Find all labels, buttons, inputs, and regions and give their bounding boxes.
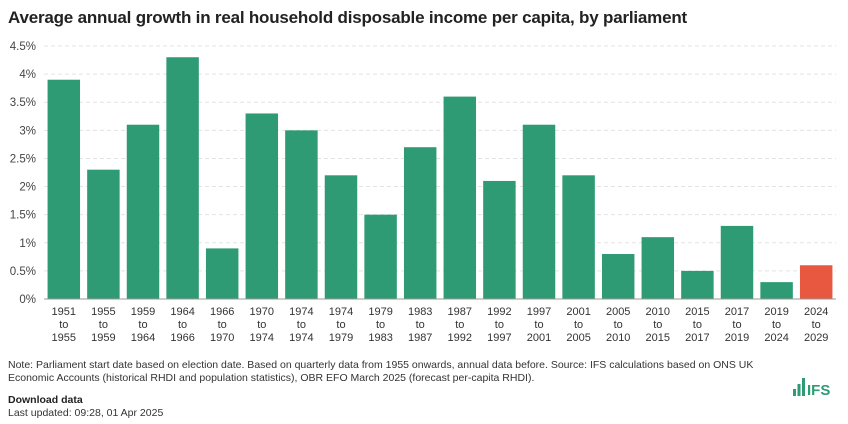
y-tick-label: 1.5% — [10, 210, 36, 222]
x-tick-label: 2019 — [725, 332, 749, 344]
y-tick-label: 3% — [19, 125, 36, 137]
ifs-logo: IFS — [793, 378, 830, 396]
x-tick-label: to — [732, 319, 741, 331]
x-tick-label: to — [693, 319, 702, 331]
x-tick-label: 1974 — [250, 332, 274, 344]
x-tick-label: 1974 — [289, 332, 313, 344]
x-tick-label: 1955 — [91, 306, 115, 318]
x-tick-label: 1955 — [52, 332, 76, 344]
x-tick-label: 1983 — [408, 306, 432, 318]
y-tick-label: 2.5% — [10, 153, 36, 165]
x-tick-label: 2024 — [804, 306, 828, 318]
x-tick-label: 2001 — [566, 306, 590, 318]
y-tick-label: 4.5% — [10, 41, 36, 53]
x-tick-label: 1966 — [170, 332, 194, 344]
x-tick-label: 2019 — [764, 306, 788, 318]
x-tick-label: to — [218, 319, 227, 331]
x-tick-label: to — [653, 319, 662, 331]
x-tick-label: 1970 — [210, 332, 234, 344]
chart-note: Note: Parliament start date based on ele… — [8, 359, 754, 384]
x-tick-label: 1974 — [329, 306, 353, 318]
bar-chart: 0%0.5%1%1.5%2%2.5%3%3.5%4%4.5%1951to1955… — [10, 41, 836, 344]
x-tick-label: 2024 — [764, 332, 788, 344]
bar — [166, 57, 199, 299]
x-tick-label: 1992 — [487, 306, 511, 318]
x-tick-label: to — [772, 319, 781, 331]
x-tick-label: to — [257, 319, 266, 331]
bar — [403, 147, 437, 299]
bar — [601, 254, 635, 299]
bar — [799, 265, 833, 299]
x-tick-label: 2017 — [725, 306, 749, 318]
y-tick-label: 0.5% — [10, 266, 36, 278]
bar — [245, 113, 279, 299]
x-tick-label: 1964 — [131, 332, 155, 344]
x-tick-label: to — [534, 319, 543, 331]
y-tick-label: 2% — [19, 182, 36, 194]
x-tick-label: 1964 — [170, 306, 194, 318]
x-tick-label: 1966 — [210, 306, 234, 318]
bar — [443, 96, 477, 299]
last-updated: Last updated: 09:28, 01 Apr 2025 — [8, 407, 164, 419]
x-tick-label: 1987 — [448, 306, 472, 318]
x-tick-label: to — [416, 319, 425, 331]
y-tick-label: 3.5% — [10, 97, 36, 109]
x-tick-label: to — [297, 319, 306, 331]
chart-title: Average annual growth in real household … — [8, 8, 687, 27]
x-tick-label: 2010 — [606, 332, 630, 344]
x-tick-label: to — [455, 319, 464, 331]
x-tick-label: 1959 — [91, 332, 115, 344]
x-tick-label: to — [614, 319, 623, 331]
x-tick-label: 1951 — [52, 306, 76, 318]
svg-text:IFS: IFS — [807, 382, 830, 396]
x-tick-label: 1992 — [448, 332, 472, 344]
x-tick-label: to — [59, 319, 68, 331]
bar — [87, 169, 120, 299]
bar — [483, 180, 516, 299]
bar — [324, 175, 358, 299]
y-tick-label: 4% — [19, 69, 36, 81]
bar — [126, 124, 160, 299]
x-tick-label: 1970 — [250, 306, 274, 318]
bar — [522, 124, 556, 299]
x-tick-label: 1987 — [408, 332, 432, 344]
x-tick-label: to — [178, 319, 187, 331]
bar — [641, 237, 675, 299]
x-tick-label: 1974 — [289, 306, 313, 318]
x-tick-label: 2015 — [646, 332, 670, 344]
download-data-link[interactable]: Download data — [8, 394, 83, 406]
bar — [205, 248, 239, 299]
x-tick-label: 2005 — [566, 332, 590, 344]
x-tick-label: to — [99, 319, 108, 331]
x-tick-label: to — [574, 319, 583, 331]
x-tick-label: to — [336, 319, 345, 331]
x-tick-label: to — [376, 319, 385, 331]
x-tick-label: 2010 — [646, 306, 670, 318]
bar — [720, 225, 754, 299]
x-tick-label: to — [138, 319, 147, 331]
x-tick-label: to — [495, 319, 504, 331]
x-tick-label: 2005 — [606, 306, 630, 318]
x-tick-label: 2029 — [804, 332, 828, 344]
bar — [364, 214, 397, 299]
x-tick-label: 1997 — [487, 332, 511, 344]
x-tick-label: 1979 — [368, 306, 392, 318]
bar — [681, 270, 714, 299]
x-tick-label: 1959 — [131, 306, 155, 318]
bar — [760, 282, 793, 299]
x-tick-label: to — [812, 319, 821, 331]
x-tick-label: 1983 — [368, 332, 392, 344]
x-tick-label: 1997 — [527, 306, 551, 318]
x-tick-label: 2015 — [685, 306, 709, 318]
bar — [285, 130, 318, 299]
bar — [47, 79, 81, 299]
x-tick-label: 2017 — [685, 332, 709, 344]
bar — [562, 175, 595, 299]
y-tick-label: 0% — [19, 294, 36, 306]
x-tick-label: 1979 — [329, 332, 353, 344]
y-tick-label: 1% — [19, 238, 36, 250]
x-tick-label: 2001 — [527, 332, 551, 344]
